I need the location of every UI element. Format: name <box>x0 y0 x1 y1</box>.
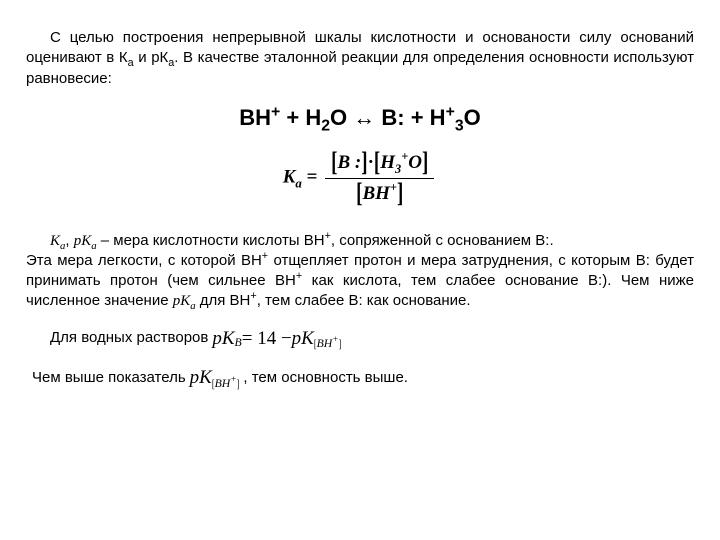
eq-part: O <box>464 105 481 130</box>
ka-fraction: [B :]·[H3+O] [BH+] <box>325 150 434 206</box>
eq-part: + H <box>280 105 321 130</box>
ka-eq: = <box>302 167 322 188</box>
den-sup: + <box>390 181 397 195</box>
lbracket: [ <box>356 175 362 212</box>
text: – мера кислотности кислоты BH <box>97 232 325 249</box>
text: , <box>65 232 73 249</box>
pka-sym: рК <box>173 293 190 309</box>
ka-K: K <box>283 167 296 188</box>
row-aqueous: Для водных растворов pKB = 14 − pK[BH+] <box>26 326 694 352</box>
text: , тем основность выше. <box>243 368 408 388</box>
chemical-equation: BH+ + H2O ↔ B: + H+3O <box>26 103 694 133</box>
row-conclusion: Чем выше показатель pK[BH+] , тем основн… <box>26 365 694 391</box>
text: , сопряженной с основанием B:. <box>331 232 554 249</box>
eq-sub: 2 <box>321 117 330 134</box>
text: , тем слабее B: как основание. <box>257 292 471 309</box>
ka-numerator: [B :]·[H3+O] <box>325 150 434 179</box>
eq-part: BH <box>239 105 271 130</box>
num-o: O <box>408 152 422 173</box>
num-h: H <box>380 152 395 173</box>
lbracket: [ <box>331 145 337 182</box>
eq-sup: + <box>271 103 280 120</box>
eq-part: O ↔ B: + H <box>330 105 446 130</box>
pk: pK <box>292 326 314 352</box>
text: Чем выше показатель <box>26 368 186 388</box>
num-b: B : <box>337 152 361 173</box>
num-sub: 3 <box>395 162 401 176</box>
ka-denominator: [BH+] <box>325 179 434 207</box>
sub-bracket: [BH+] <box>212 380 240 385</box>
lbracket: [ <box>374 145 380 182</box>
text: и рК <box>134 49 169 66</box>
inside: BH <box>317 337 333 350</box>
pk: pK <box>190 365 212 391</box>
lead-text: Для водных растворов <box>26 328 208 348</box>
eq-part: = 14 − <box>242 326 292 352</box>
paragraph-explain: Эта мера легкости, с которой BH+ отщепля… <box>26 251 694 312</box>
pk: pK <box>212 326 234 352</box>
pkB-expression: pKB = 14 − pK[BH+] <box>212 326 341 352</box>
text: Эта мера легкости, с которой BH <box>26 252 262 269</box>
rbracket: ] <box>422 145 428 182</box>
eq-sup: + <box>446 103 455 120</box>
ka-sym: К <box>50 233 60 249</box>
paragraph-ka-def: Ка, рКа – мера кислотности кислоты BH+, … <box>26 231 694 251</box>
pk-bh-expression: pK[BH+] <box>190 365 240 391</box>
sub-bracket: [BH+] <box>314 340 342 345</box>
paragraph-intro: С целью построения непрерывной шкалы кис… <box>26 28 694 89</box>
text: для BH <box>196 292 251 309</box>
rbracket: ] <box>397 175 403 212</box>
eq-sub: 3 <box>455 117 464 134</box>
den-bh: BH <box>362 183 389 204</box>
ka-formula: Ka = [B :]·[H3+O] [BH+] <box>26 150 694 206</box>
pka-sym: рК <box>74 233 91 249</box>
inside: BH <box>215 377 231 390</box>
document-page: С целью построения непрерывной шкалы кис… <box>0 0 720 540</box>
